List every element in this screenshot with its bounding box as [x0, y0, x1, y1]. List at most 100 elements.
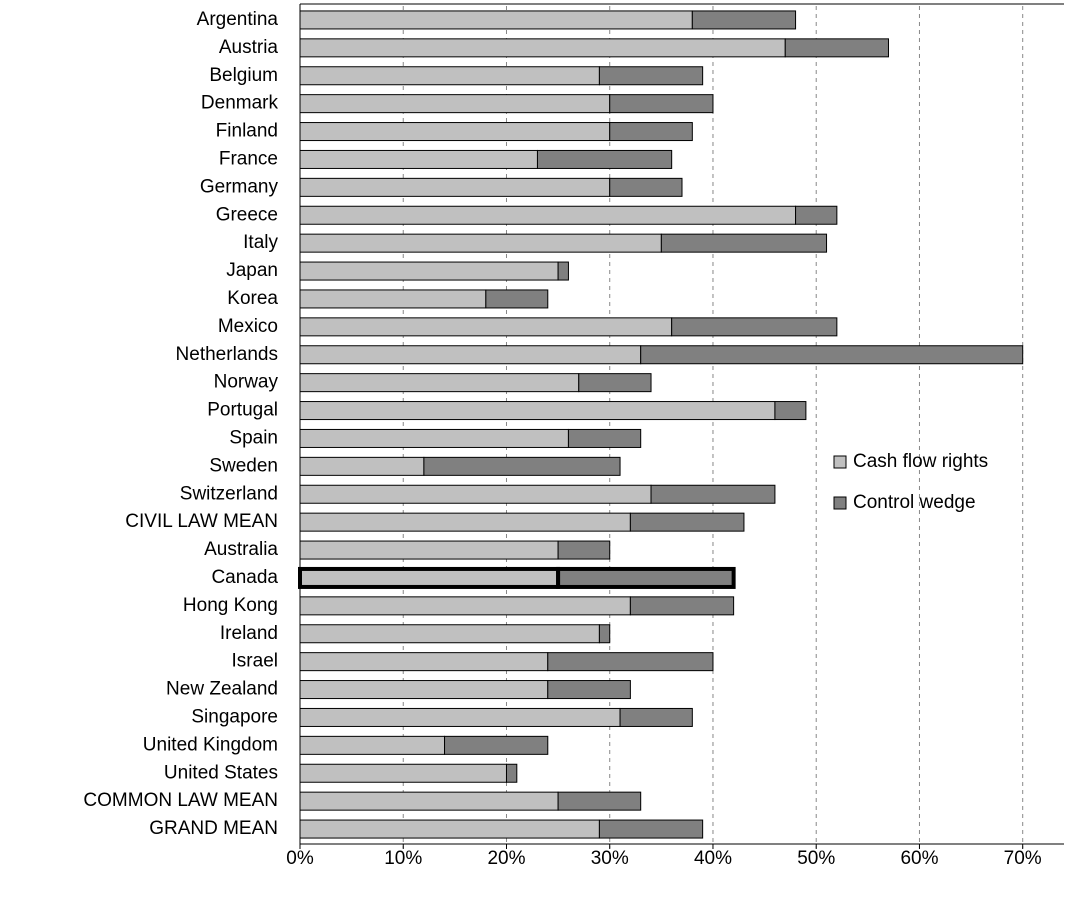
bar: [619, 707, 693, 727]
y-tick-label: Italy: [243, 232, 278, 253]
bar: [299, 317, 673, 337]
y-tick-label: Japan: [226, 260, 278, 281]
bar: [660, 233, 828, 253]
y-tick-label: United Kingdom: [143, 734, 278, 755]
y-tick-label: Greece: [216, 204, 278, 225]
y-tick-label: Sweden: [209, 455, 278, 476]
bar: [299, 428, 569, 448]
bar: [640, 345, 1024, 365]
bar: [299, 652, 549, 672]
bar: [299, 289, 487, 309]
bar: [598, 66, 704, 86]
x-tick-label: 30%: [591, 848, 629, 869]
y-tick-label: Hong Kong: [183, 595, 278, 616]
y-tick-label: Canada: [211, 567, 278, 588]
x-tick-label: 0%: [286, 848, 314, 869]
bar: [609, 177, 683, 197]
y-tick-label: CIVIL LAW MEAN: [125, 511, 278, 532]
x-tick-label: 60%: [900, 848, 938, 869]
bar: [598, 624, 611, 644]
bar: [629, 596, 735, 616]
bar: [609, 94, 714, 114]
x-tick-label: 20%: [487, 848, 525, 869]
x-tick-label: 50%: [797, 848, 835, 869]
bar: [444, 735, 549, 755]
y-tick-label: Germany: [200, 176, 279, 197]
y-tick-label: Singapore: [191, 706, 278, 727]
bar: [557, 261, 569, 281]
bar: [298, 566, 561, 589]
y-tick-label: France: [219, 148, 278, 169]
bar: [299, 233, 662, 253]
bar: [299, 624, 600, 644]
bar: [299, 819, 600, 839]
y-tick-label: COMMON LAW MEAN: [83, 790, 278, 811]
bar: [299, 791, 559, 811]
bar: [556, 566, 736, 589]
bar: [299, 540, 559, 560]
bar: [299, 456, 425, 476]
y-tick-label: Ireland: [220, 623, 278, 644]
legend-label: Control wedge: [853, 492, 976, 513]
bar: [299, 38, 786, 58]
bar: [557, 540, 611, 560]
y-tick-label: GRAND MEAN: [149, 818, 278, 839]
bar: [299, 512, 631, 532]
bar: [671, 317, 838, 337]
bar: [485, 289, 549, 309]
bar: [299, 149, 538, 169]
y-tick-label: Finland: [216, 121, 278, 142]
bar: [299, 205, 797, 225]
y-tick-label: New Zealand: [166, 679, 278, 700]
x-tick-label: 10%: [384, 848, 422, 869]
bar: [547, 652, 714, 672]
bar: [547, 680, 631, 700]
bar: [505, 763, 518, 783]
bar: [299, 763, 507, 783]
x-tick-label: 40%: [694, 848, 732, 869]
bar: [299, 345, 642, 365]
y-tick-label: Belgium: [209, 65, 278, 86]
y-tick-label: Mexico: [218, 316, 278, 337]
bar: [557, 791, 642, 811]
bar: [299, 484, 652, 504]
bar: [299, 401, 776, 421]
y-tick-label: Korea: [227, 288, 278, 309]
bar: [691, 10, 797, 30]
bar: [536, 149, 673, 169]
y-tick-label: Norway: [214, 372, 279, 393]
y-tick-label: Denmark: [201, 93, 279, 114]
legend-swatch: [833, 455, 847, 469]
y-tick-label: United States: [164, 762, 278, 783]
x-tick-label: 70%: [1004, 848, 1042, 869]
legend-label: Cash flow rights: [853, 451, 988, 472]
y-tick-label: Australia: [204, 539, 278, 560]
bar: [299, 10, 693, 30]
bar: [299, 735, 446, 755]
bar: [299, 94, 611, 114]
bar: [567, 428, 642, 448]
bar: [609, 122, 693, 142]
bar: [299, 707, 621, 727]
bar: [299, 680, 549, 700]
bar: [784, 38, 889, 58]
bar: [299, 66, 600, 86]
y-tick-label: Portugal: [207, 400, 278, 421]
y-tick-label: Austria: [219, 37, 279, 58]
bar: [299, 122, 611, 142]
y-tick-label: Spain: [229, 427, 278, 448]
y-tick-label: Israel: [232, 651, 278, 672]
bar: [578, 373, 652, 393]
bar: [598, 819, 704, 839]
bar: [795, 205, 838, 225]
bar: [299, 261, 559, 281]
bar: [299, 373, 580, 393]
y-tick-label: Netherlands: [176, 344, 278, 365]
bar: [774, 401, 807, 421]
bar: [299, 177, 611, 197]
y-tick-label: Argentina: [197, 9, 279, 30]
bar: [299, 596, 631, 616]
y-tick-label: Switzerland: [180, 483, 278, 504]
bar: [423, 456, 621, 476]
